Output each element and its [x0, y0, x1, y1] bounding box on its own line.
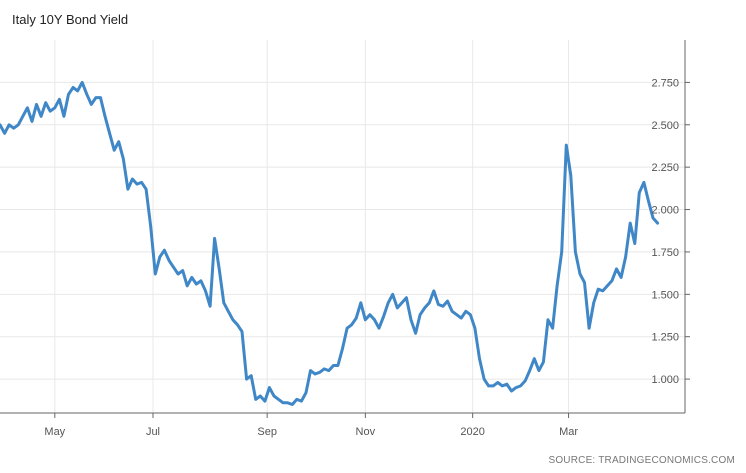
y-tick-label: 1.750 [651, 247, 679, 259]
x-tick-label: Jul [146, 426, 160, 438]
y-tick-label: 1.000 [651, 374, 679, 386]
yield-series-line [0, 80, 660, 406]
grid-layer [0, 40, 685, 413]
x-axis-ticks: May Jul Sep Nov 2020 Mar [44, 413, 578, 438]
x-tick-label: Sep [257, 426, 277, 438]
chart-title: Italy 10Y Bond Yield [12, 12, 128, 27]
y-axis-ticks: 1.000 1.250 1.500 1.750 2.000 2.250 2.500 2.750 [651, 77, 690, 386]
y-tick-label: 2.000 [651, 205, 679, 217]
x-tick-label: Mar [559, 426, 578, 438]
x-tick-label: May [44, 426, 65, 438]
y-tick-label: 2.500 [651, 120, 679, 132]
y-tick-label: 2.250 [651, 162, 679, 174]
series-layer [0, 80, 660, 406]
x-tick-label: Nov [356, 426, 376, 438]
y-tick-label: 1.250 [651, 332, 679, 344]
y-tick-label: 1.500 [651, 289, 679, 301]
source-label: SOURCE: TRADINGECONOMICS.COM [548, 455, 735, 466]
y-tick-label: 2.750 [651, 77, 679, 89]
x-tick-label: 2020 [460, 426, 484, 438]
